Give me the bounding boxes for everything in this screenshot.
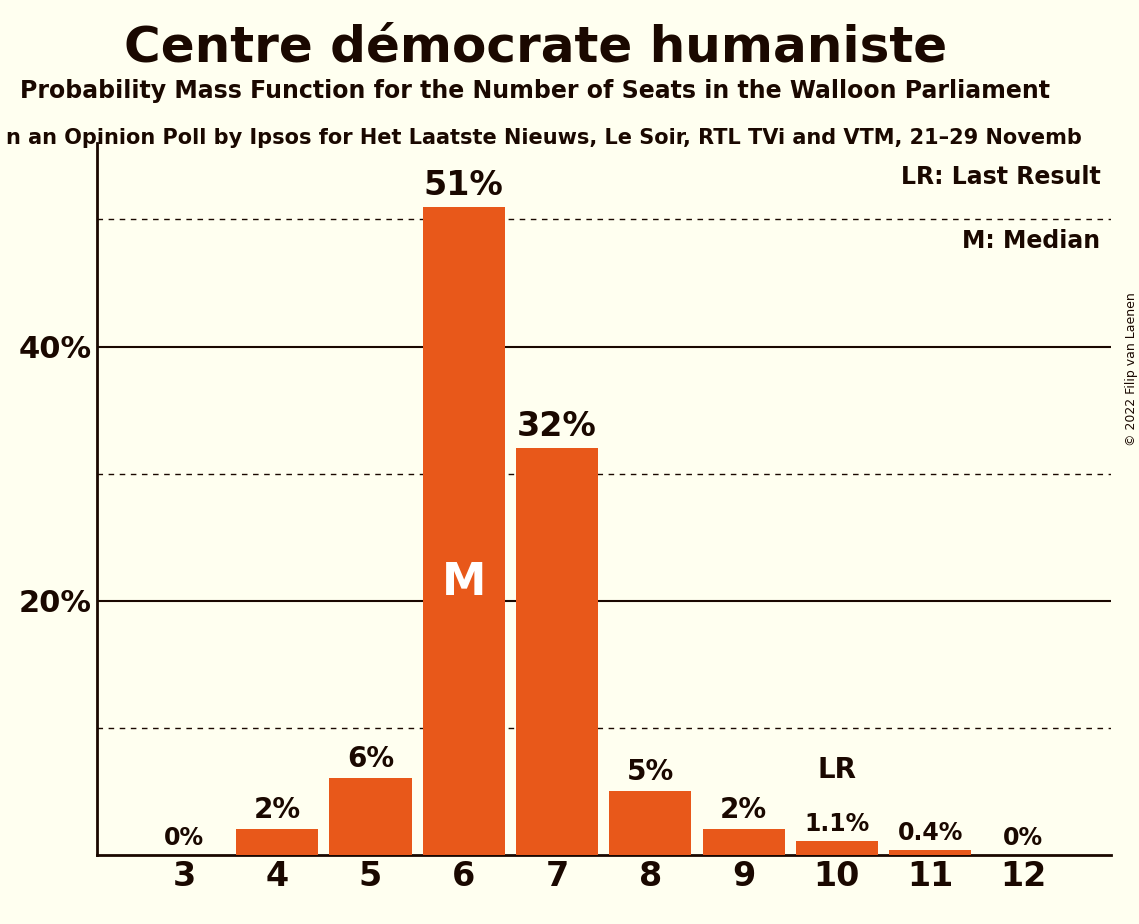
Bar (609, 791, 691, 855)
Text: 0%: 0% (1003, 826, 1043, 850)
Bar (329, 778, 411, 855)
Text: Centre démocrate humaniste: Centre démocrate humaniste (124, 23, 947, 71)
Text: M: Median: M: Median (962, 228, 1100, 252)
Text: Probability Mass Function for the Number of Seats in the Walloon Parliament: Probability Mass Function for the Number… (21, 79, 1050, 103)
Text: LR: Last Result: LR: Last Result (901, 164, 1100, 188)
Text: 0.4%: 0.4% (898, 821, 962, 845)
Text: 2%: 2% (254, 796, 301, 824)
Bar (423, 207, 505, 855)
Text: 1.1%: 1.1% (804, 811, 869, 835)
Text: 0%: 0% (164, 826, 204, 850)
Bar (703, 830, 785, 855)
Text: 2%: 2% (720, 796, 768, 824)
Text: n an Opinion Poll by Ipsos for Het Laatste Nieuws, Le Soir, RTL TVi and VTM, 21–: n an Opinion Poll by Ipsos for Het Laats… (6, 128, 1082, 148)
Text: 51%: 51% (424, 169, 503, 201)
Bar (796, 841, 878, 855)
Bar (236, 830, 318, 855)
Text: © 2022 Filip van Laenen: © 2022 Filip van Laenen (1124, 293, 1138, 446)
Bar (890, 850, 972, 855)
Text: LR: LR (818, 756, 857, 784)
Text: 5%: 5% (626, 758, 674, 786)
Text: M: M (442, 561, 486, 604)
Bar (516, 448, 598, 855)
Text: 32%: 32% (517, 410, 597, 444)
Text: 6%: 6% (347, 746, 394, 773)
